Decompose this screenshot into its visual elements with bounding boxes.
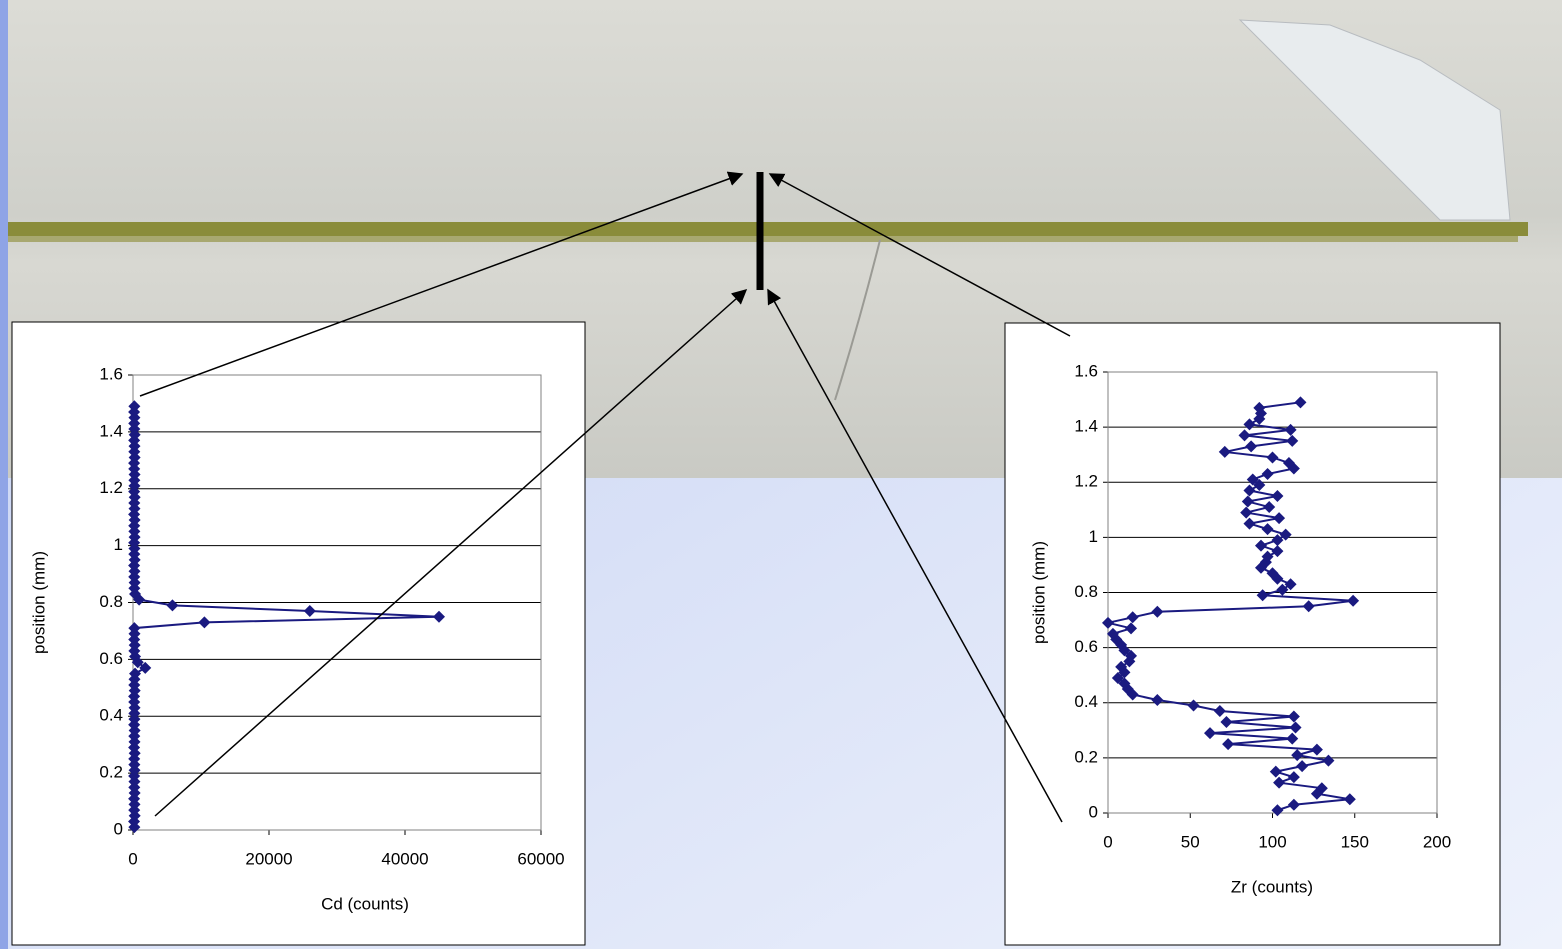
y-tick-label: 1 bbox=[1089, 527, 1098, 546]
y-tick-label: 0.4 bbox=[99, 706, 123, 725]
y-tick-label: 0.8 bbox=[99, 592, 123, 611]
y-tick-label: 1.2 bbox=[1074, 472, 1098, 491]
y-tick-label: 0.2 bbox=[1074, 747, 1098, 766]
y-tick-label: 1.4 bbox=[99, 421, 123, 440]
y-axis-label: position (mm) bbox=[29, 551, 48, 654]
y-tick-label: 0 bbox=[1089, 802, 1098, 821]
side-strip bbox=[0, 0, 8, 949]
y-tick-label: 0.6 bbox=[1074, 637, 1098, 656]
y-tick-label: 1.2 bbox=[99, 478, 123, 497]
y-tick-label: 1.6 bbox=[1074, 361, 1098, 380]
y-tick-label: 0.8 bbox=[1074, 582, 1098, 601]
y-tick-label: 1.4 bbox=[1074, 417, 1098, 436]
x-tick-label: 0 bbox=[128, 849, 137, 868]
y-tick-label: 1.6 bbox=[99, 364, 123, 383]
x-tick-label: 200 bbox=[1423, 832, 1451, 851]
x-tick-label: 50 bbox=[1181, 832, 1200, 851]
x-tick-label: 100 bbox=[1258, 832, 1286, 851]
y-tick-label: 0.2 bbox=[99, 763, 123, 782]
y-tick-label: 0.6 bbox=[99, 649, 123, 668]
slide: 00.20.40.60.811.21.41.60200004000060000C… bbox=[0, 0, 1562, 949]
x-axis-label: Zr (counts) bbox=[1231, 877, 1313, 896]
x-tick-label: 20000 bbox=[245, 849, 292, 868]
x-axis-label: Cd (counts) bbox=[321, 894, 409, 913]
x-tick-label: 60000 bbox=[517, 849, 564, 868]
chart-frame bbox=[12, 322, 585, 945]
x-tick-label: 40000 bbox=[381, 849, 428, 868]
y-tick-label: 0.4 bbox=[1074, 692, 1098, 711]
page: {"chart_data": [ {"type": "line", "color… bbox=[0, 0, 1562, 949]
y-axis-label: position (mm) bbox=[1029, 541, 1048, 644]
y-tick-label: 1 bbox=[114, 535, 123, 554]
y-tick-label: 0 bbox=[114, 819, 123, 838]
photo-layer bbox=[8, 222, 1528, 236]
x-tick-label: 150 bbox=[1341, 832, 1369, 851]
x-tick-label: 0 bbox=[1103, 832, 1112, 851]
